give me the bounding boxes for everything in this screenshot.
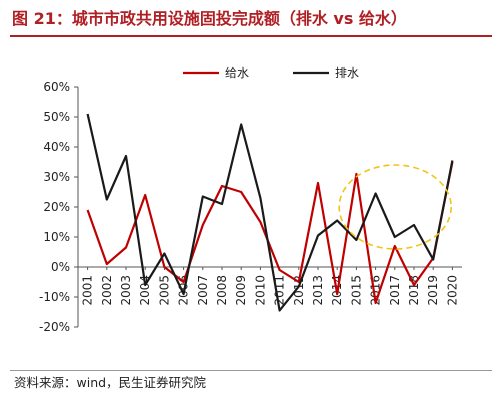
source-divider xyxy=(10,370,492,371)
legend-label: 给水 xyxy=(225,66,249,80)
y-tick-label: 50% xyxy=(43,110,70,124)
legend-label: 排水 xyxy=(335,66,359,80)
x-tick-label: 2007 xyxy=(196,275,210,306)
x-tick-label: 2012 xyxy=(292,275,306,306)
x-tick-label: 2001 xyxy=(81,275,95,306)
y-tick-label: -20% xyxy=(39,320,70,334)
x-tick-label: 2018 xyxy=(407,275,421,306)
x-tick-label: 2008 xyxy=(215,275,229,306)
chart-axes: 60% 50% 40% 30% 20% 10% 0% -10% -20% 2001 2002 2003… xyxy=(39,80,462,334)
series-layer xyxy=(86,113,454,312)
x-tick-label: 2015 xyxy=(349,275,363,306)
chart-title: 图 21：城市市政共用设施固投完成额（排水 vs 给水） xyxy=(12,9,407,28)
x-tick-label: 2019 xyxy=(426,275,440,306)
x-tick-label: 2009 xyxy=(234,275,248,306)
source-note: 资料来源：wind，民生证券研究院 xyxy=(14,375,207,390)
x-tick-label: 2005 xyxy=(157,275,171,306)
x-tick-label: 2002 xyxy=(100,275,114,306)
x-tick-label: 2010 xyxy=(253,275,267,306)
x-tick-label: 2011 xyxy=(273,275,287,306)
y-tick-label: 20% xyxy=(43,200,70,214)
x-tick-label: 2013 xyxy=(311,275,325,306)
series-line-water-supply xyxy=(86,161,454,305)
x-tick-label: 2020 xyxy=(445,275,459,306)
title-divider xyxy=(10,35,492,37)
x-tick-label: 2017 xyxy=(388,275,402,306)
y-tick-label: 60% xyxy=(43,80,70,94)
y-tick-label: 40% xyxy=(43,140,70,154)
y-tick-label: 0% xyxy=(51,260,70,274)
highlight-ellipse xyxy=(338,164,453,250)
series-line-drainage xyxy=(86,113,454,312)
x-tick-label: 2003 xyxy=(119,275,133,306)
y-tick-label: -10% xyxy=(39,290,70,304)
chart-legend: 给水 排水 xyxy=(183,66,359,80)
y-tick-label: 30% xyxy=(43,170,70,184)
y-tick-label: 10% xyxy=(43,230,70,244)
line-chart: 60% 50% 40% 30% 20% 10% 0% -10% -20% 2001 2002 2003… xyxy=(39,66,462,334)
x-tick-label: 2004 xyxy=(138,275,152,306)
